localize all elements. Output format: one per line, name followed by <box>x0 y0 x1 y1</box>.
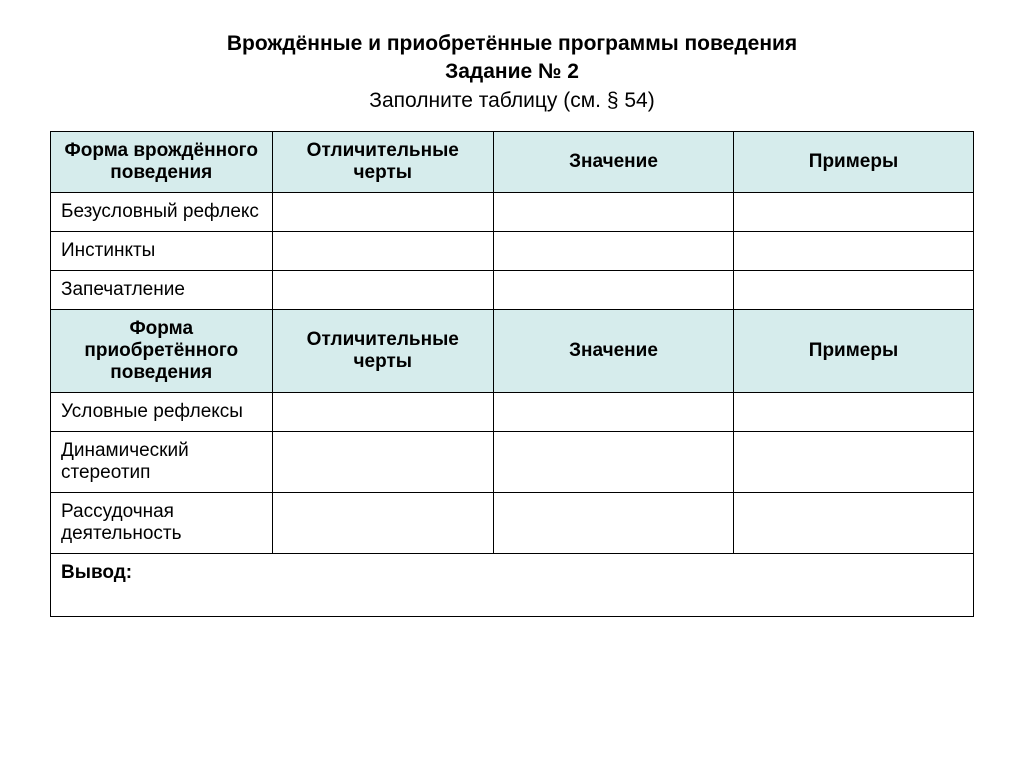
row-label: Рассудочная деятельность <box>51 493 273 554</box>
table-row: Условные рефлексы <box>51 393 974 432</box>
cell <box>494 232 734 271</box>
conclusion-cell: Вывод: <box>51 554 974 617</box>
cell <box>272 232 494 271</box>
header-row-2: Форма приобретённого поведения Отличител… <box>51 310 974 393</box>
row-label: Запечатление <box>51 271 273 310</box>
cell <box>272 393 494 432</box>
conclusion-row: Вывод: <box>51 554 974 617</box>
cell <box>494 432 734 493</box>
header1-col1: Форма врождённого поведения <box>51 132 273 193</box>
cell <box>734 271 974 310</box>
conclusion-label: Вывод: <box>61 562 132 583</box>
cell <box>494 393 734 432</box>
cell <box>272 193 494 232</box>
worksheet-table: Форма врождённого поведения Отличительны… <box>50 131 974 617</box>
cell <box>272 271 494 310</box>
header2-col3: Значение <box>494 310 734 393</box>
table-row: Безусловный рефлекс <box>51 193 974 232</box>
table-row: Динамический стереотип <box>51 432 974 493</box>
header2-col1: Форма приобретённого поведения <box>51 310 273 393</box>
header1-col2: Отличительные черты <box>272 132 494 193</box>
row-label: Безусловный рефлекс <box>51 193 273 232</box>
cell <box>734 393 974 432</box>
cell <box>734 232 974 271</box>
table-row: Инстинкты <box>51 232 974 271</box>
cell <box>494 271 734 310</box>
cell <box>494 493 734 554</box>
cell <box>272 432 494 493</box>
cell <box>494 193 734 232</box>
header2-col4: Примеры <box>734 310 974 393</box>
title-line-2: Задание № 2 <box>50 58 974 86</box>
header1-col4: Примеры <box>734 132 974 193</box>
row-label: Условные рефлексы <box>51 393 273 432</box>
title-line-1: Врождённые и приобретённые программы пов… <box>50 30 974 58</box>
cell <box>734 432 974 493</box>
row-label: Динамический стереотип <box>51 432 273 493</box>
table-row: Рассудочная деятельность <box>51 493 974 554</box>
table-row: Запечатление <box>51 271 974 310</box>
header2-col2: Отличительные черты <box>272 310 494 393</box>
row-label: Инстинкты <box>51 232 273 271</box>
title-line-3: Заполните таблицу (см. § 54) <box>50 87 974 115</box>
header-row-1: Форма врождённого поведения Отличительны… <box>51 132 974 193</box>
header1-col3: Значение <box>494 132 734 193</box>
cell <box>272 493 494 554</box>
cell <box>734 193 974 232</box>
cell <box>734 493 974 554</box>
title-block: Врождённые и приобретённые программы пов… <box>50 30 974 115</box>
